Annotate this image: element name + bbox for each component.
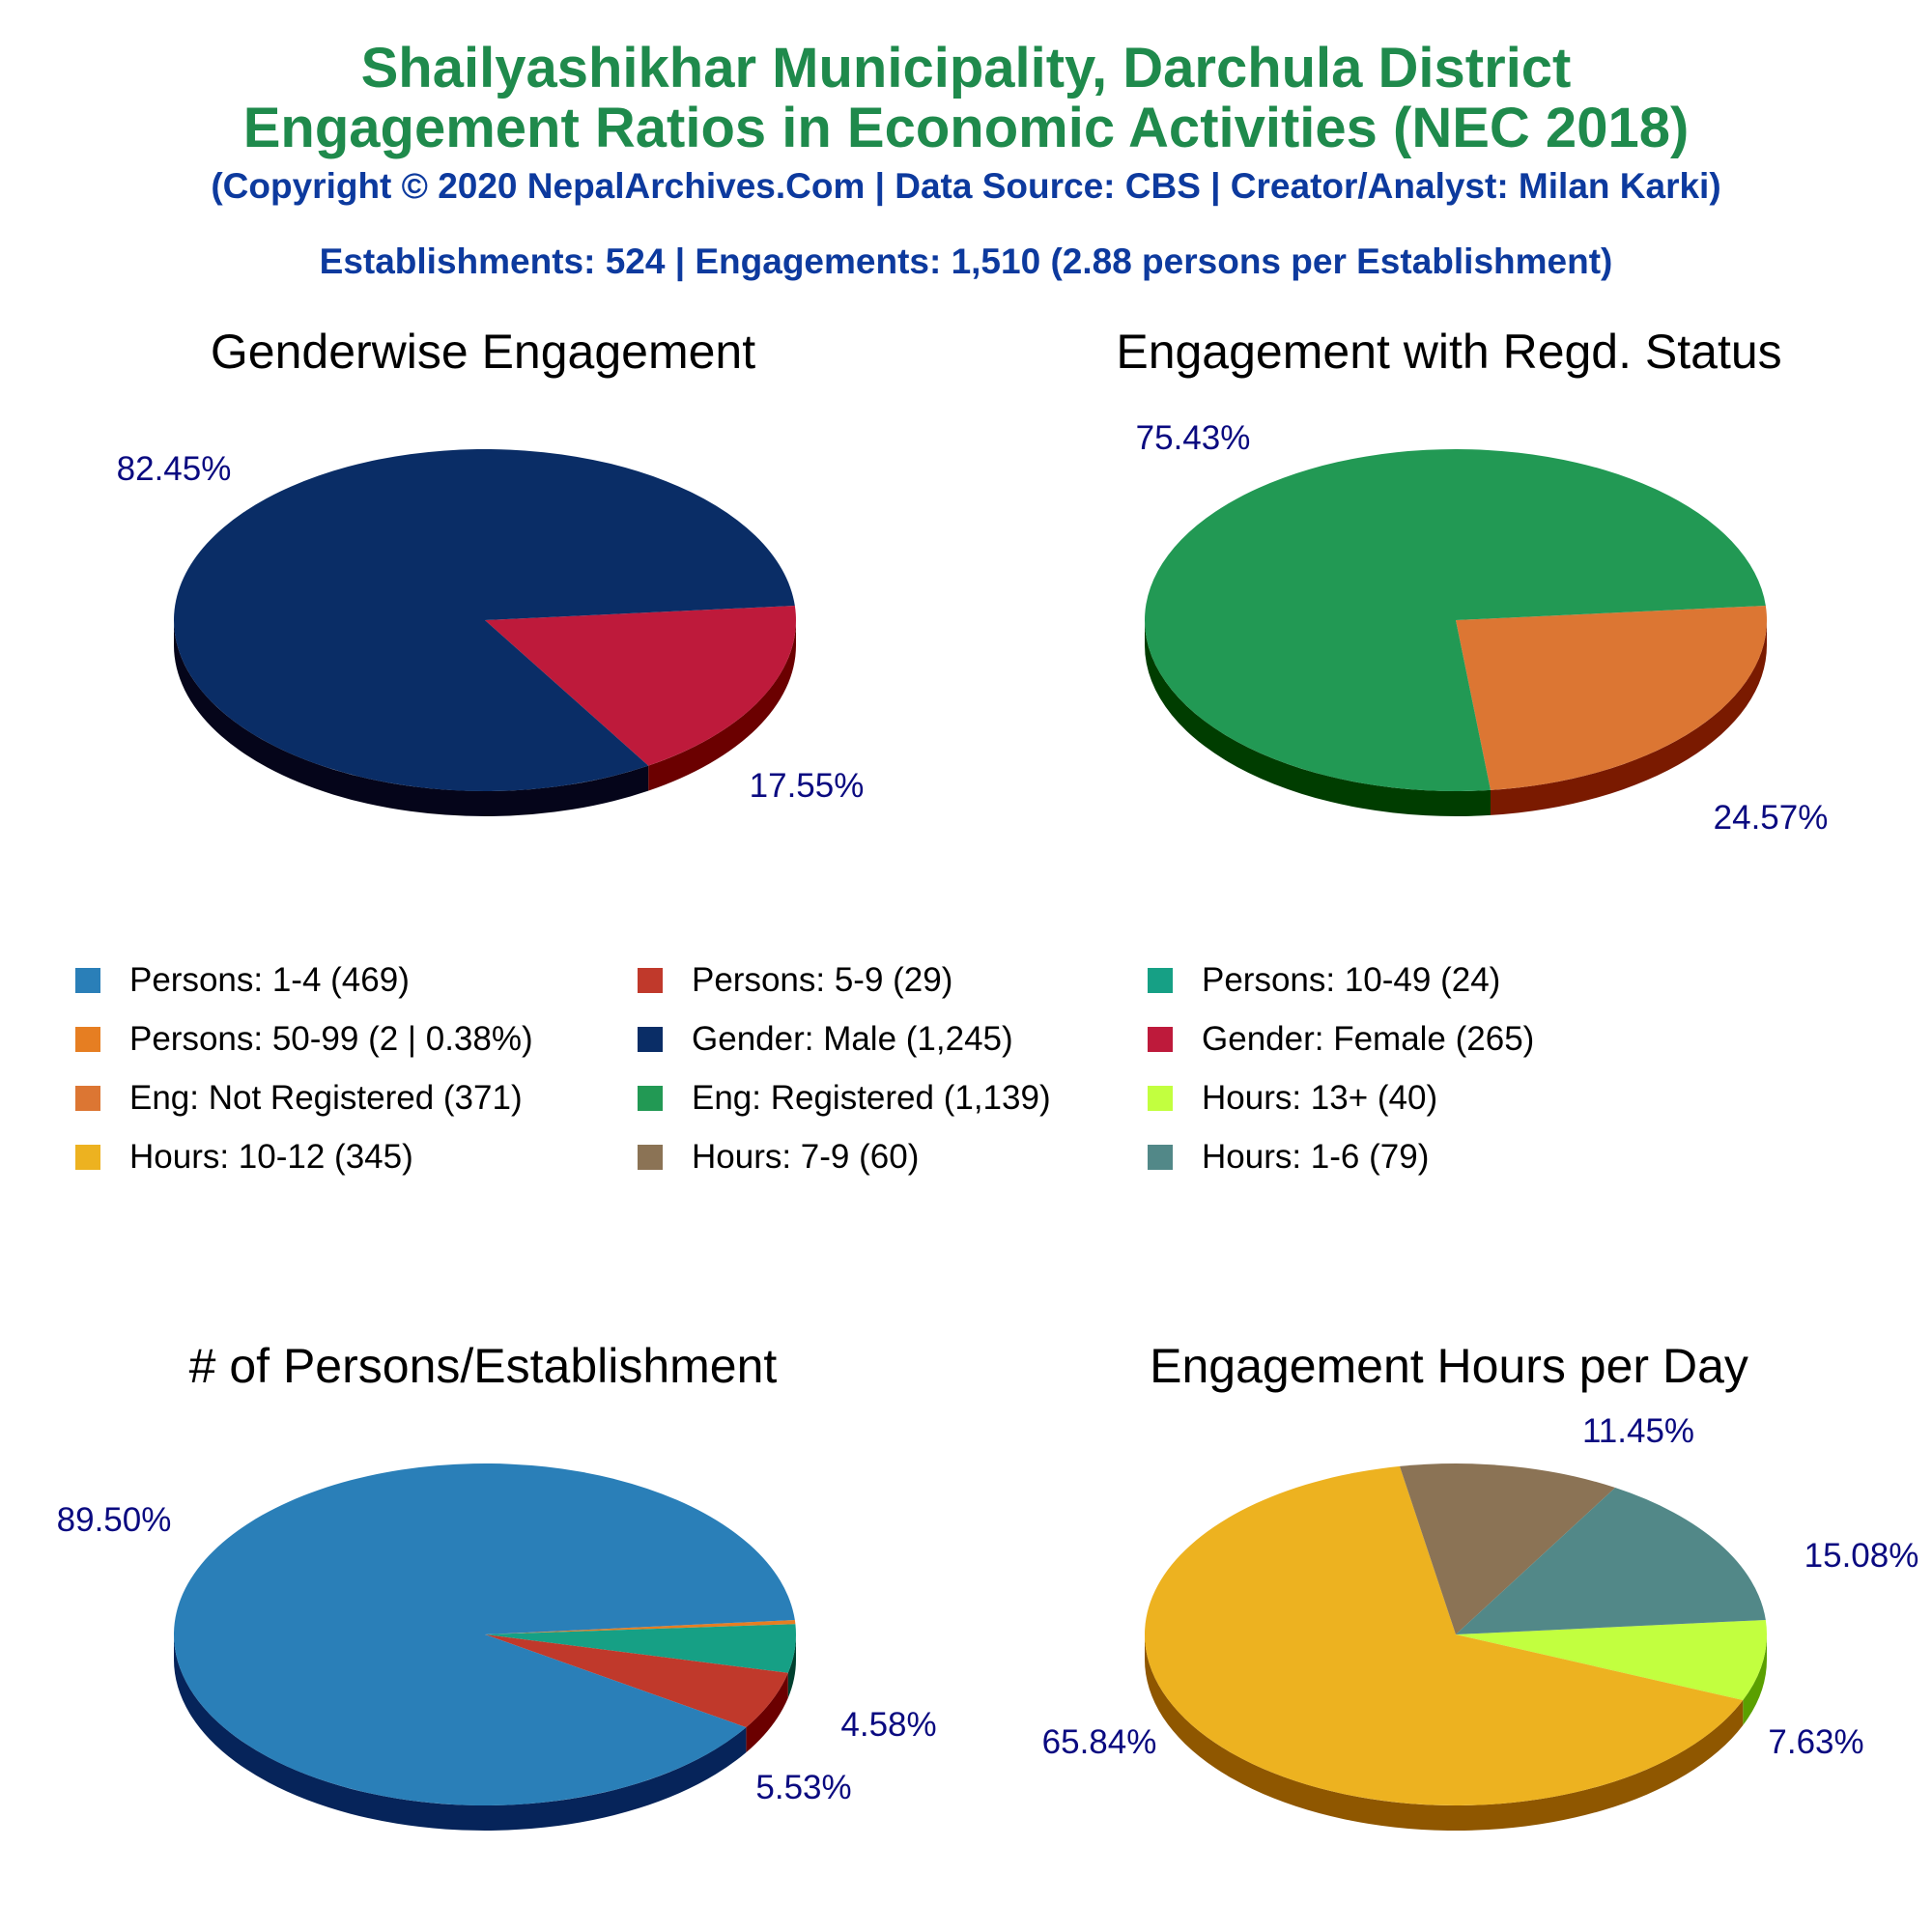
pie-slice-persons-10-49 [485, 1624, 797, 1673]
chart-title-gender: Genderwise Engagement [210, 325, 756, 379]
title-line-1: Shailyashikhar Municipality, Darchula Di… [360, 37, 1572, 99]
pie-label: 24.57% [1714, 799, 1829, 837]
pie-slice-hours-1-6 [1456, 1488, 1766, 1634]
legend-label: Hours: 13+ (40) [1202, 1079, 1438, 1117]
pie-label: 17.55% [750, 767, 865, 805]
legend-swatch [638, 1145, 663, 1170]
pie-slice-hours-13- [1456, 1619, 1768, 1701]
legend-swatch [75, 1145, 100, 1170]
legend-label: Persons: 1-4 (469) [129, 961, 410, 999]
legend-label: Persons: 50-99 (2 | 0.38%) [129, 1020, 533, 1058]
pie-label: 7.63% [1768, 1723, 1863, 1761]
legend-swatch [1148, 968, 1173, 993]
pie-side-hours-10-12 [1145, 1634, 1744, 1831]
pie-side-persons-1-4 [174, 1634, 747, 1831]
legend-label: Eng: Registered (1,139) [692, 1079, 1051, 1117]
chart-title-hours: Engagement Hours per Day [1150, 1339, 1748, 1393]
pie-slice-persons-1-4 [174, 1463, 795, 1805]
legend-label: Persons: 5-9 (29) [692, 961, 953, 999]
chart-title-persons: # of Persons/Establishment [188, 1339, 778, 1393]
pie-side-persons-10-49 [787, 1634, 796, 1698]
pie-slice-eng-registered [1145, 449, 1766, 792]
pie-label: 11.45% [1582, 1412, 1694, 1450]
pie-slice-gender-female [485, 605, 796, 766]
pie-label: 5.53% [755, 1769, 851, 1806]
legend-label: Hours: 7-9 (60) [692, 1138, 920, 1176]
legend-label: Eng: Not Registered (371) [129, 1079, 523, 1117]
pie-chart-1: 17.55% 82.45% [117, 448, 865, 816]
pie-slice-hours-7-9 [1399, 1463, 1616, 1634]
pie-slice-persons-50-99 [485, 1619, 796, 1634]
legend-label: Hours: 1-6 (79) [1202, 1138, 1430, 1176]
pie-side-eng-not-registered [1490, 620, 1768, 815]
pie-slice-gender-male [174, 448, 795, 792]
legend-label: Gender: Male (1,245) [692, 1020, 1013, 1058]
legend-swatch [638, 1086, 663, 1111]
legend-swatch [638, 1027, 663, 1052]
legend-swatch [1148, 1145, 1173, 1170]
pie-label: 89.50% [57, 1501, 172, 1539]
legend-swatch [638, 968, 663, 993]
pie-label: 65.84% [1042, 1723, 1157, 1761]
pie-slice-persons-5-9 [485, 1634, 788, 1728]
copyright-line: (Copyright © 2020 NepalArchives.Com | Da… [211, 166, 1721, 206]
summary-line: Establishments: 524 | Engagements: 1,510… [319, 242, 1613, 281]
pie-side-gender-male [174, 620, 649, 816]
pie-label: 15.08% [1804, 1537, 1919, 1575]
pie-side-gender-female [648, 620, 796, 791]
pie-slice-eng-not-registered [1456, 605, 1768, 790]
chart-title-registration: Engagement with Regd. Status [1116, 325, 1782, 379]
pie-side-hours-13- [1743, 1634, 1767, 1726]
legend-swatch [75, 1027, 100, 1052]
legend-label: Persons: 10-49 (24) [1202, 961, 1501, 999]
pie-chart-3: 4.58% 5.53% 89.50% [57, 1463, 937, 1831]
title-line-2: Engagement Ratios in Economic Activities… [242, 97, 1690, 159]
pie-side-eng-registered [1145, 620, 1491, 816]
legend-swatch [1148, 1086, 1173, 1111]
legend-swatch [75, 1086, 100, 1111]
legend-swatch [1148, 1027, 1173, 1052]
legend-label: Hours: 10-12 (345) [129, 1138, 413, 1176]
pie-side-persons-5-9 [746, 1672, 788, 1753]
legend-label: Gender: Female (265) [1202, 1020, 1535, 1058]
pie-chart-4: 7.63% 65.84% 11.45% 15.08% [1042, 1412, 1919, 1831]
pie-label: 75.43% [1136, 419, 1251, 457]
pie-label: 4.58% [840, 1706, 936, 1744]
pie-slice-hours-10-12 [1144, 1465, 1744, 1805]
pie-label: 82.45% [117, 450, 232, 488]
legend-swatch [75, 968, 100, 993]
pie-chart-2: 24.57% 75.43% [1136, 419, 1829, 837]
